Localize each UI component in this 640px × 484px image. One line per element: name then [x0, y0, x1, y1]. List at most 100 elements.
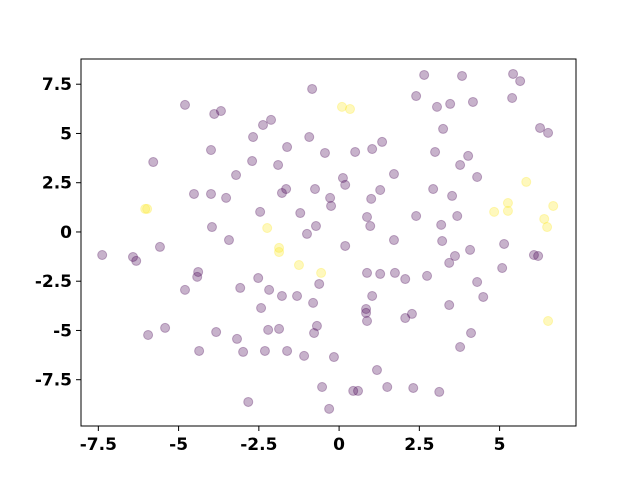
- point: [299, 350, 310, 361]
- point: [274, 323, 285, 334]
- point: [502, 205, 513, 216]
- y-tick-label: 0: [60, 223, 72, 243]
- point: [535, 122, 546, 133]
- point: [295, 208, 306, 219]
- point: [128, 251, 139, 262]
- point: [255, 206, 266, 217]
- y-tick-label: -2.5: [35, 272, 72, 292]
- point: [452, 211, 463, 222]
- point: [319, 147, 330, 158]
- point: [206, 145, 217, 156]
- point: [362, 267, 373, 278]
- point: [273, 159, 284, 170]
- point: [247, 156, 258, 167]
- x-tick-label: -2.5: [240, 435, 277, 455]
- point: [375, 268, 386, 279]
- point: [455, 159, 466, 170]
- point: [361, 307, 372, 318]
- point: [258, 119, 269, 130]
- point: [362, 316, 373, 327]
- point: [543, 127, 554, 138]
- point: [143, 329, 154, 340]
- point: [478, 291, 489, 302]
- point: [317, 381, 328, 392]
- point: [340, 240, 351, 251]
- point: [438, 123, 449, 134]
- point: [422, 270, 433, 281]
- point: [389, 267, 400, 278]
- point: [262, 223, 273, 234]
- point: [444, 257, 455, 268]
- point: [449, 250, 460, 261]
- point: [348, 385, 359, 396]
- point: [353, 385, 364, 396]
- point: [311, 320, 322, 331]
- point: [430, 146, 441, 157]
- plot-frame: [80, 58, 577, 427]
- point: [528, 250, 539, 261]
- point: [276, 187, 287, 198]
- x-tick-label: 5: [494, 435, 506, 455]
- point: [432, 101, 443, 112]
- point: [437, 236, 448, 247]
- x-tick-label: 0: [333, 435, 345, 455]
- point: [293, 260, 304, 271]
- point: [243, 396, 254, 407]
- point: [292, 290, 303, 301]
- point: [142, 203, 153, 214]
- point: [472, 276, 483, 287]
- point: [253, 273, 264, 284]
- point: [340, 179, 351, 190]
- point: [221, 192, 232, 203]
- point: [367, 290, 378, 301]
- point: [400, 313, 411, 324]
- point: [457, 70, 468, 81]
- point: [259, 345, 270, 356]
- point: [419, 69, 430, 80]
- x-tick-label: 2.5: [404, 435, 434, 455]
- point: [539, 213, 550, 224]
- x-tick-label: -5: [169, 435, 188, 455]
- point: [445, 98, 456, 109]
- point: [325, 192, 336, 203]
- point: [266, 114, 277, 125]
- point: [472, 171, 483, 182]
- point: [282, 142, 293, 153]
- point: [264, 284, 275, 295]
- point: [180, 99, 191, 110]
- point: [336, 101, 347, 112]
- point: [408, 382, 419, 393]
- point: [215, 106, 226, 117]
- point: [256, 303, 267, 314]
- point: [375, 185, 386, 196]
- point: [365, 221, 376, 232]
- point: [411, 211, 422, 222]
- point: [508, 68, 519, 79]
- point: [362, 211, 373, 222]
- point: [434, 386, 445, 397]
- point: [361, 303, 372, 314]
- point: [211, 327, 222, 338]
- point: [310, 221, 321, 232]
- point: [499, 238, 510, 249]
- point: [235, 282, 246, 293]
- y-tick-label: -7.5: [35, 371, 72, 391]
- point: [192, 271, 203, 282]
- point: [382, 381, 393, 392]
- point: [160, 322, 171, 333]
- point: [310, 184, 321, 195]
- point: [400, 274, 411, 285]
- point: [411, 91, 422, 102]
- point: [326, 200, 337, 211]
- y-tick-label: 5: [60, 124, 72, 144]
- point: [328, 352, 339, 363]
- point: [281, 184, 292, 195]
- point: [206, 188, 217, 199]
- point: [444, 300, 455, 311]
- y-tick-label: 2.5: [42, 174, 72, 194]
- point: [436, 219, 447, 230]
- point: [131, 255, 142, 266]
- point: [466, 328, 477, 339]
- point: [263, 324, 274, 335]
